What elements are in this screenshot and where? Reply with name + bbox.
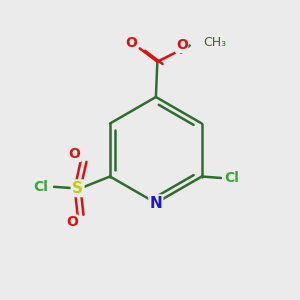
Text: O: O	[176, 38, 188, 52]
Text: O: O	[125, 36, 137, 50]
Text: N: N	[149, 196, 162, 211]
Text: Cl: Cl	[224, 171, 239, 185]
Text: O: O	[69, 147, 81, 161]
Text: S: S	[72, 181, 83, 196]
Text: Cl: Cl	[33, 180, 48, 194]
Text: CH₃: CH₃	[203, 36, 226, 49]
Text: O: O	[66, 215, 78, 229]
